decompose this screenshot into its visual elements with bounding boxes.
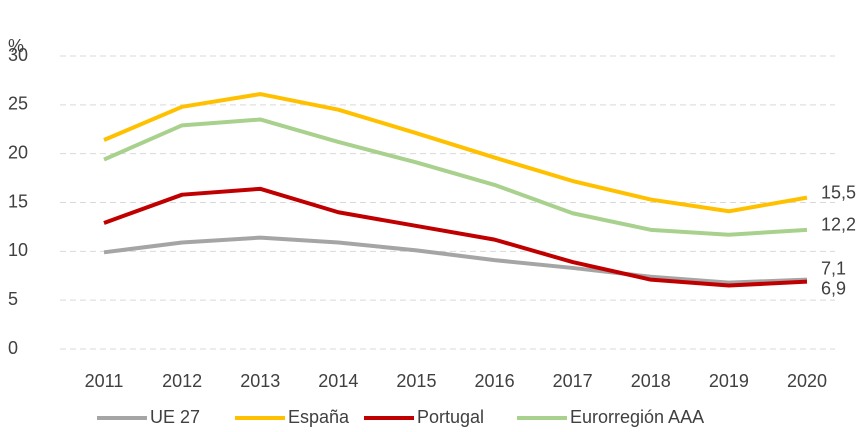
data-label: 15,5 (821, 182, 856, 202)
x-tick-label: 2016 (475, 371, 515, 391)
series-line (103, 186, 808, 288)
legend-label: España (288, 407, 350, 427)
legend-label: Portugal (417, 407, 484, 427)
data-label: 12,2 (821, 215, 856, 235)
x-tick-label: 2018 (631, 371, 671, 391)
data-label: 7,1 (821, 258, 846, 278)
x-tick-label: 2013 (240, 371, 280, 391)
legend-label: Eurorregión AAA (570, 407, 704, 427)
y-tick-label: 30 (8, 45, 28, 65)
data-label: 6,9 (821, 278, 846, 298)
legend-label: UE 27 (150, 407, 200, 427)
y-tick-label: 0 (8, 338, 18, 358)
series-line (103, 92, 808, 214)
x-tick-label: 2019 (709, 371, 749, 391)
y-tick-label: 20 (8, 142, 28, 162)
x-tick-label: 2020 (787, 371, 827, 391)
x-tick-label: 2017 (553, 371, 593, 391)
x-tick-label: 2015 (396, 371, 436, 391)
y-tick-label: 15 (8, 191, 28, 211)
x-tick-label: 2012 (162, 371, 202, 391)
series-line (103, 235, 808, 285)
y-tick-label: 10 (8, 240, 28, 260)
y-axis-label: % (8, 36, 24, 56)
x-tick-label: 2014 (318, 371, 358, 391)
series-line (103, 117, 808, 237)
y-tick-label: 5 (8, 289, 18, 309)
x-tick-label: 2011 (85, 371, 124, 391)
y-tick-label: 25 (8, 94, 28, 114)
